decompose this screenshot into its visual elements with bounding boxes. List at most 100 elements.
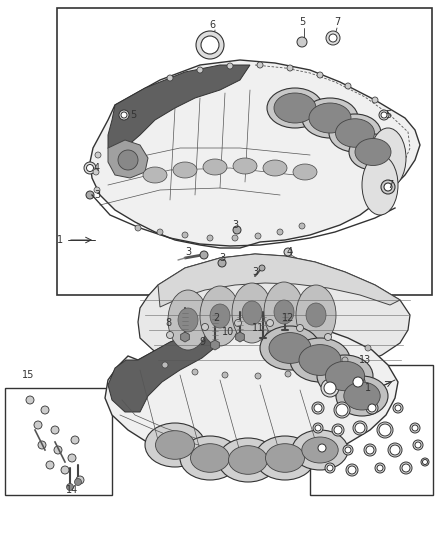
Circle shape [379, 424, 391, 436]
Ellipse shape [344, 382, 380, 410]
Circle shape [74, 479, 81, 486]
Circle shape [234, 319, 241, 327]
Circle shape [412, 425, 418, 431]
Ellipse shape [264, 282, 304, 342]
Text: 13: 13 [359, 355, 371, 365]
Circle shape [299, 223, 305, 229]
Circle shape [26, 396, 34, 404]
Circle shape [266, 319, 273, 327]
Ellipse shape [362, 155, 398, 215]
Circle shape [413, 440, 423, 450]
Ellipse shape [302, 437, 338, 463]
Circle shape [167, 75, 173, 81]
Circle shape [86, 191, 94, 199]
Circle shape [207, 235, 213, 241]
Circle shape [368, 404, 376, 412]
Ellipse shape [233, 158, 257, 174]
Circle shape [393, 403, 403, 413]
Circle shape [94, 187, 100, 193]
Circle shape [329, 34, 337, 42]
Ellipse shape [260, 326, 320, 370]
Circle shape [157, 229, 163, 235]
Circle shape [61, 466, 69, 474]
Circle shape [201, 324, 208, 330]
Circle shape [257, 62, 263, 68]
Circle shape [318, 444, 326, 452]
Circle shape [197, 67, 203, 73]
Text: 14: 14 [66, 485, 78, 495]
Circle shape [365, 345, 371, 351]
Circle shape [277, 229, 283, 235]
Polygon shape [90, 60, 420, 248]
Ellipse shape [267, 88, 323, 128]
Circle shape [135, 225, 141, 231]
Circle shape [227, 63, 233, 69]
Ellipse shape [229, 446, 268, 474]
Circle shape [297, 37, 307, 47]
Text: 10: 10 [222, 327, 234, 337]
Text: 3: 3 [219, 253, 225, 263]
Circle shape [162, 362, 168, 368]
Text: 5: 5 [299, 17, 305, 27]
Text: 7: 7 [334, 17, 340, 27]
Ellipse shape [302, 98, 358, 138]
Ellipse shape [355, 139, 391, 166]
Text: 7: 7 [387, 180, 393, 190]
Circle shape [381, 180, 395, 194]
Polygon shape [108, 327, 225, 412]
Circle shape [381, 112, 387, 118]
Text: 8: 8 [165, 318, 171, 328]
Circle shape [423, 459, 427, 464]
Polygon shape [108, 65, 250, 162]
Ellipse shape [210, 304, 230, 328]
Ellipse shape [290, 338, 350, 382]
Circle shape [54, 446, 62, 454]
Polygon shape [105, 322, 398, 462]
Ellipse shape [329, 114, 381, 152]
Circle shape [287, 65, 293, 71]
Ellipse shape [317, 355, 373, 397]
Circle shape [201, 36, 219, 54]
Ellipse shape [255, 436, 315, 480]
Circle shape [410, 423, 420, 433]
Text: 9: 9 [199, 337, 205, 347]
Ellipse shape [296, 285, 336, 345]
Circle shape [400, 462, 412, 474]
Text: 3: 3 [94, 190, 100, 200]
Circle shape [51, 426, 59, 434]
Circle shape [345, 447, 351, 453]
Circle shape [355, 423, 365, 433]
Circle shape [76, 476, 84, 484]
Circle shape [259, 265, 265, 271]
Circle shape [192, 369, 198, 375]
Ellipse shape [292, 430, 348, 470]
Circle shape [86, 165, 93, 172]
Circle shape [346, 464, 358, 476]
Text: 2: 2 [213, 313, 219, 323]
Circle shape [166, 332, 173, 338]
Circle shape [377, 465, 383, 471]
Circle shape [255, 373, 261, 379]
Polygon shape [108, 140, 148, 178]
Ellipse shape [232, 283, 272, 343]
Ellipse shape [218, 438, 278, 482]
Circle shape [200, 251, 208, 259]
Circle shape [196, 31, 224, 59]
Circle shape [284, 248, 292, 256]
Text: 5: 5 [130, 110, 136, 120]
Ellipse shape [155, 431, 194, 459]
Circle shape [119, 110, 129, 120]
Ellipse shape [265, 443, 304, 472]
Circle shape [395, 405, 401, 411]
Ellipse shape [274, 300, 294, 324]
Circle shape [390, 445, 400, 455]
Text: 4: 4 [287, 247, 293, 257]
Circle shape [345, 83, 351, 89]
Circle shape [315, 366, 321, 372]
Circle shape [377, 422, 393, 438]
Circle shape [388, 443, 402, 457]
Ellipse shape [325, 361, 364, 391]
Circle shape [71, 436, 79, 444]
Circle shape [351, 375, 365, 389]
Circle shape [415, 442, 421, 448]
